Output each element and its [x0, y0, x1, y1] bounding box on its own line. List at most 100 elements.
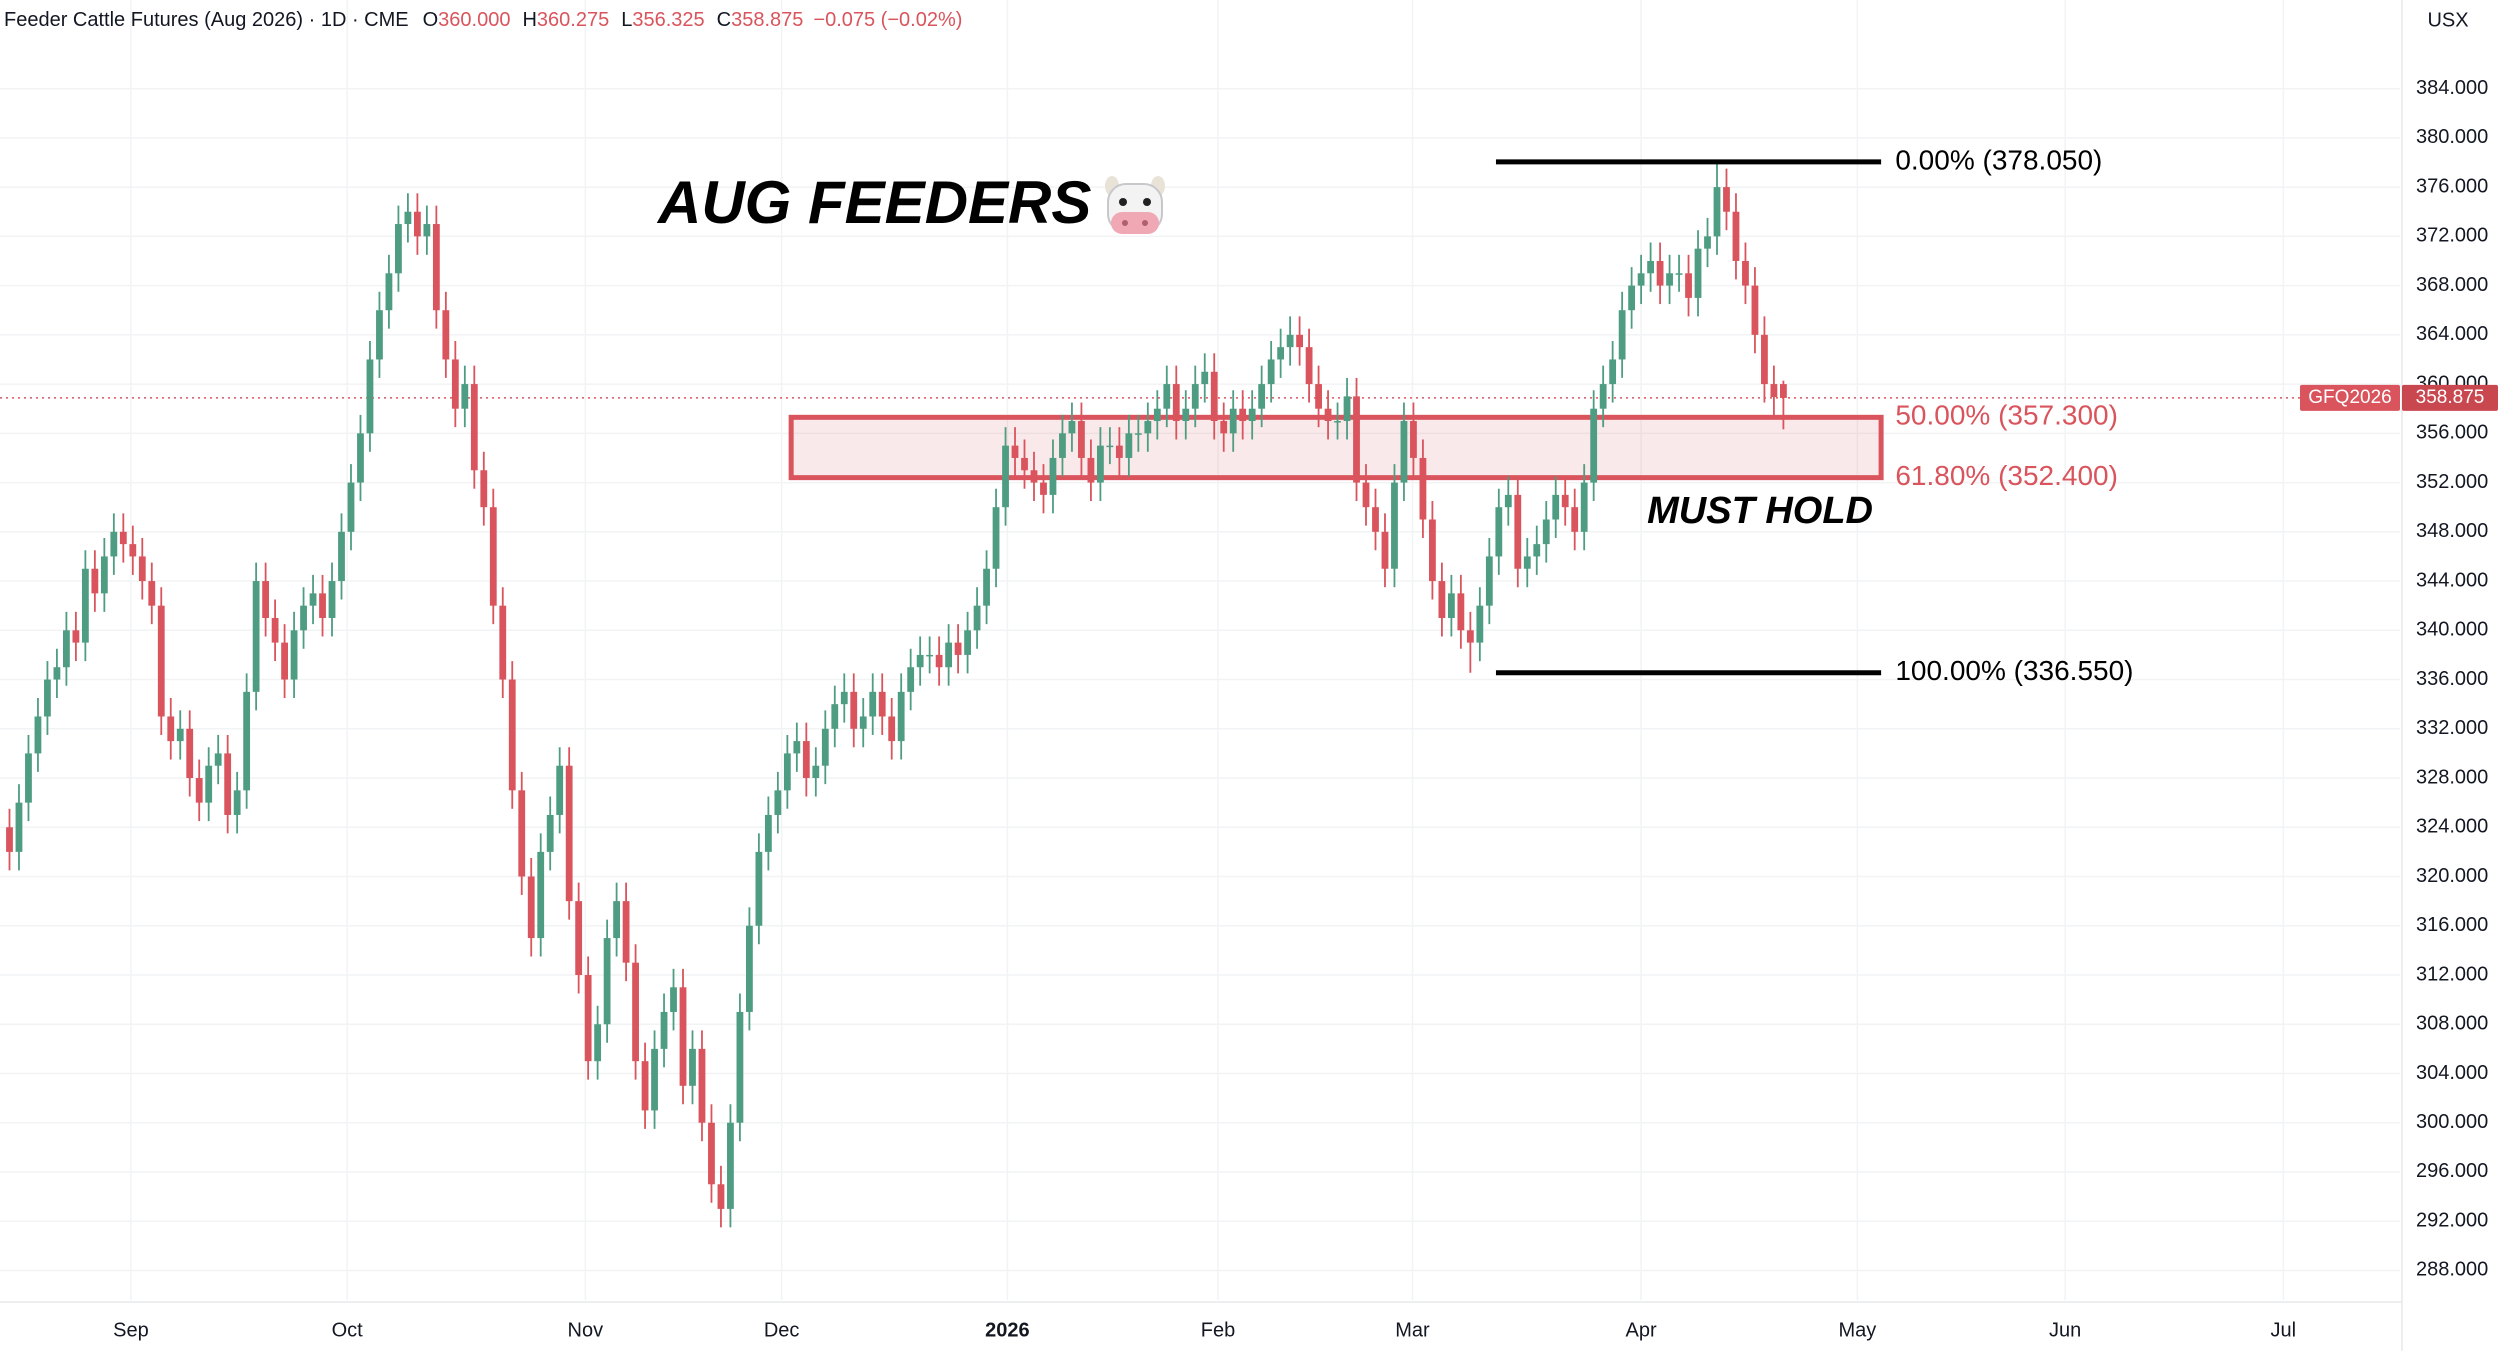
candle-body	[812, 765, 820, 779]
candle-body	[973, 605, 981, 631]
y-tick-label: 292.000	[2416, 1209, 2488, 1231]
candle-body	[613, 901, 621, 939]
candle-body	[1713, 187, 1721, 237]
candle-body	[859, 716, 867, 729]
candle-body	[954, 642, 962, 655]
x-tick-label: Feb	[1201, 1319, 1235, 1341]
y-tick-label: 320.000	[2416, 865, 2488, 887]
candle-body	[1011, 445, 1019, 458]
candle-body	[594, 1024, 602, 1062]
candle-body	[1647, 260, 1654, 274]
chart-title: AUG FEEDERS	[656, 169, 1091, 236]
ohlc-value: 358.875	[731, 9, 803, 31]
candle-body	[100, 556, 108, 594]
ohlc-key: C	[717, 9, 731, 31]
change: −0.075 (−0.02%)	[813, 9, 962, 31]
candle-body	[1334, 421, 1341, 423]
cow-snout	[1111, 212, 1159, 234]
candle-body	[878, 691, 886, 717]
candle-body	[1571, 507, 1579, 532]
candle-body	[670, 987, 677, 1012]
candle-body	[1419, 457, 1427, 520]
candle-body	[1172, 384, 1180, 422]
candle-body	[366, 359, 374, 434]
candle-body	[271, 617, 279, 643]
candle-body	[1618, 310, 1626, 360]
candle-body	[746, 925, 753, 1012]
candle-body	[983, 568, 990, 606]
candle-body	[527, 876, 535, 939]
candle-body	[1315, 384, 1322, 409]
candle-body	[1438, 581, 1446, 618]
candle-body	[764, 814, 772, 852]
candle-body	[1030, 470, 1038, 483]
candle-body	[423, 224, 431, 237]
candle-body	[537, 851, 545, 939]
candle-body	[1732, 211, 1740, 261]
candle-body	[774, 790, 782, 815]
y-tick-label: 356.000	[2416, 422, 2488, 444]
candle-body	[1248, 408, 1256, 422]
candle-body	[641, 1061, 649, 1111]
candle-body	[1761, 334, 1768, 385]
candle-body	[1153, 408, 1161, 422]
candle-body	[138, 556, 146, 582]
x-tick-label: 2026	[985, 1319, 1030, 1341]
candle-body	[243, 691, 251, 791]
x-tick-label: Sep	[113, 1319, 149, 1341]
candle-body	[34, 716, 42, 754]
candle-body	[148, 581, 156, 606]
candle-body	[195, 778, 203, 803]
x-tick-label: Nov	[568, 1319, 604, 1341]
candle-body	[945, 642, 953, 668]
candle-body	[992, 507, 1000, 569]
candle-body	[1258, 384, 1266, 409]
candle-body	[622, 901, 630, 963]
candle-body	[224, 753, 232, 815]
candle-body	[432, 224, 440, 311]
candle-body	[1343, 396, 1351, 422]
x-tick-label: Apr	[1626, 1319, 1657, 1341]
candle-body	[290, 630, 298, 680]
candle-body	[489, 507, 497, 606]
candle-body	[1096, 445, 1104, 483]
candle-body	[802, 741, 810, 779]
candle-body	[717, 1184, 725, 1209]
price-label: 358.875	[2416, 387, 2485, 408]
candle-body	[1656, 260, 1664, 286]
candle-body	[395, 224, 402, 274]
candle-body	[1779, 384, 1787, 398]
y-tick-label: 348.000	[2416, 520, 2488, 542]
candle-body	[499, 605, 507, 680]
symbol-badge	[2300, 384, 2400, 411]
candle-body	[1400, 421, 1408, 483]
candle-body	[1078, 421, 1085, 458]
candle-body	[1210, 371, 1218, 422]
candle-body	[63, 630, 70, 668]
candle-body	[1666, 273, 1673, 286]
candle-body	[1742, 260, 1749, 286]
candle-body	[1561, 494, 1569, 508]
y-tick-label: 364.000	[2416, 323, 2488, 345]
fib-label: 50.00% (357.300)	[1895, 400, 2118, 431]
candle-body	[603, 938, 611, 1025]
candle-body	[1466, 630, 1474, 643]
y-tick-label: 308.000	[2416, 1013, 2488, 1035]
x-tick-label: Oct	[332, 1319, 364, 1341]
candle-body	[1286, 334, 1294, 348]
candle-body	[72, 630, 80, 643]
y-tick-label: 340.000	[2416, 619, 2488, 641]
candle-body	[262, 581, 270, 618]
cow-nostril	[1142, 220, 1148, 226]
candle-body	[1751, 285, 1759, 335]
candle-body	[1115, 445, 1123, 458]
candle-body	[1239, 408, 1247, 422]
fib-zone	[788, 414, 1884, 481]
candle-body	[1068, 421, 1076, 434]
candle-body	[319, 593, 326, 618]
candle-body	[176, 728, 184, 742]
y-tick-label: 372.000	[2416, 225, 2488, 247]
y-tick-label: 384.000	[2416, 77, 2488, 99]
candle-body	[6, 827, 13, 852]
